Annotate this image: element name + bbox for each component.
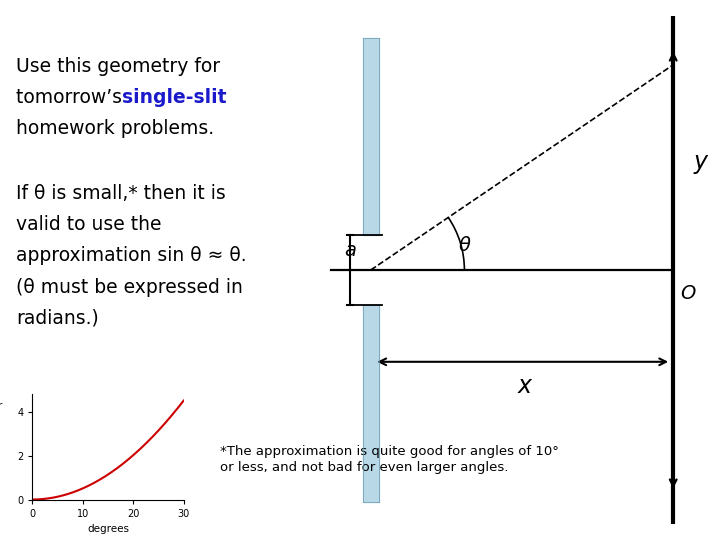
Text: Use this geometry for: Use this geometry for bbox=[16, 57, 220, 76]
Text: $x$: $x$ bbox=[517, 375, 534, 397]
Text: approximation sin θ ≈ θ.: approximation sin θ ≈ θ. bbox=[16, 246, 246, 265]
Text: homework problems.: homework problems. bbox=[16, 119, 214, 138]
Legend: %error: %error bbox=[0, 397, 7, 416]
Text: $O$: $O$ bbox=[680, 285, 697, 303]
Text: $a$: $a$ bbox=[344, 242, 357, 260]
Text: *The approximation is quite good for angles of 10°
or less, and not bad for even: *The approximation is quite good for ang… bbox=[220, 446, 559, 474]
Text: $\theta$: $\theta$ bbox=[458, 236, 471, 255]
Text: tomorrow’s: tomorrow’s bbox=[16, 88, 128, 107]
Text: single-slit: single-slit bbox=[122, 88, 227, 107]
Text: (θ must be expressed in: (θ must be expressed in bbox=[16, 278, 243, 296]
Text: $y$: $y$ bbox=[693, 153, 710, 176]
Text: If θ is small,* then it is: If θ is small,* then it is bbox=[16, 184, 225, 202]
Text: radians.): radians.) bbox=[16, 309, 99, 328]
Text: valid to use the: valid to use the bbox=[16, 215, 161, 234]
X-axis label: degrees: degrees bbox=[87, 524, 129, 534]
